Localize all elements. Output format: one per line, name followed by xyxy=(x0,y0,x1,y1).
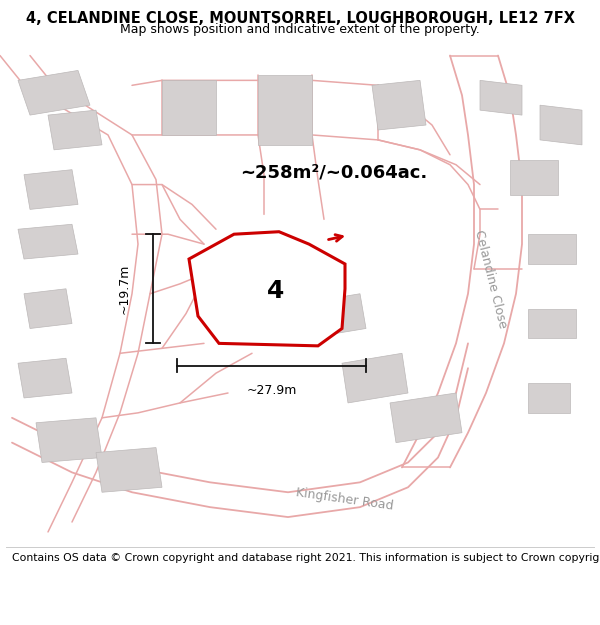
Polygon shape xyxy=(390,393,462,442)
Polygon shape xyxy=(510,160,558,194)
Polygon shape xyxy=(48,110,102,150)
Polygon shape xyxy=(372,81,426,130)
Polygon shape xyxy=(24,169,78,209)
Polygon shape xyxy=(18,71,90,115)
Polygon shape xyxy=(528,234,576,264)
Polygon shape xyxy=(300,294,366,338)
Polygon shape xyxy=(96,448,162,493)
Polygon shape xyxy=(540,105,582,145)
Polygon shape xyxy=(24,289,72,329)
Text: 4, CELANDINE CLOSE, MOUNTSORREL, LOUGHBOROUGH, LE12 7FX: 4, CELANDINE CLOSE, MOUNTSORREL, LOUGHBO… xyxy=(25,11,575,26)
Text: ~27.9m: ~27.9m xyxy=(247,384,296,397)
Polygon shape xyxy=(528,309,576,338)
Polygon shape xyxy=(480,81,522,115)
Text: Celandine Close: Celandine Close xyxy=(472,228,509,329)
Polygon shape xyxy=(18,358,72,398)
Polygon shape xyxy=(18,224,78,259)
Polygon shape xyxy=(162,81,216,135)
Text: Kingfisher Road: Kingfisher Road xyxy=(295,486,395,513)
Text: ~19.7m: ~19.7m xyxy=(118,264,131,314)
Polygon shape xyxy=(189,232,345,346)
Text: Contains OS data © Crown copyright and database right 2021. This information is : Contains OS data © Crown copyright and d… xyxy=(12,552,600,562)
Polygon shape xyxy=(258,76,312,145)
Polygon shape xyxy=(36,418,102,462)
Polygon shape xyxy=(528,383,570,413)
Polygon shape xyxy=(342,353,408,403)
Text: 4: 4 xyxy=(268,279,284,303)
Text: Map shows position and indicative extent of the property.: Map shows position and indicative extent… xyxy=(120,22,480,36)
Text: ~258m²/~0.064ac.: ~258m²/~0.064ac. xyxy=(240,163,427,181)
